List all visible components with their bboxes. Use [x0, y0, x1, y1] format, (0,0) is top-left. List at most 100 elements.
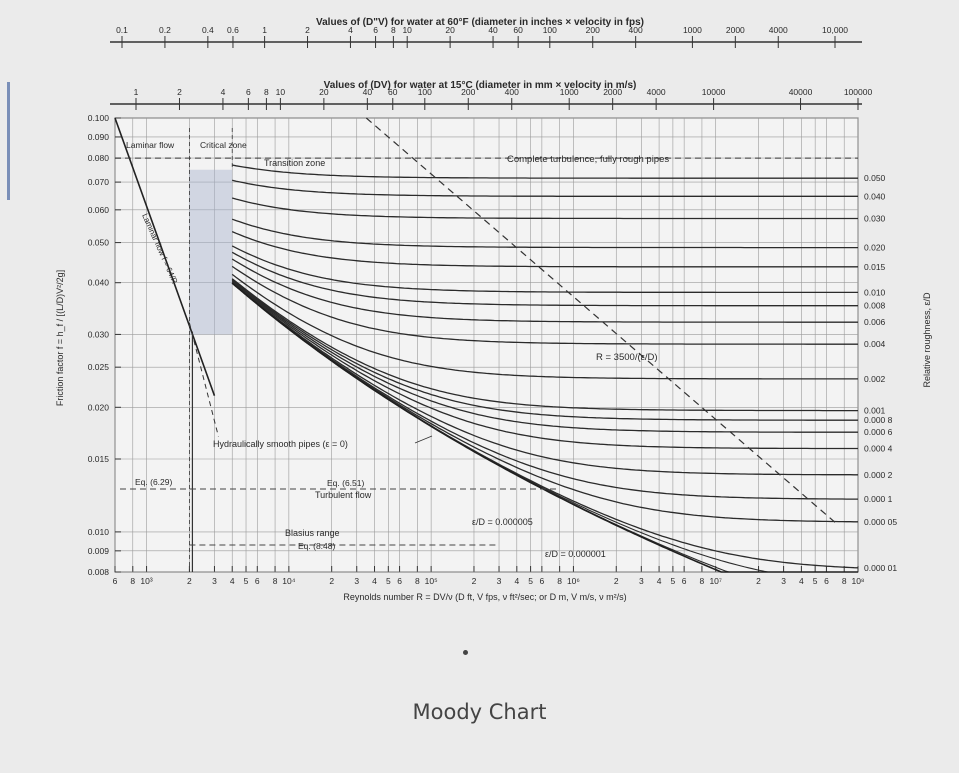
x-tick-label: 10⁴ — [282, 576, 295, 586]
top-axis-1-tick-label: 100 — [543, 25, 557, 35]
chart-grid: 6 8 10³ 2 3 4 5 6 8 10⁴ 2 3 4 5 6 8 10⁵ 2 3 4 5 6 8 10⁶ 2 3 4 5 6 8 10… — [88, 113, 865, 586]
x-tick-label: 6 — [824, 576, 829, 586]
extra-curve-label-2: ε/D = 0.000001 — [545, 549, 606, 559]
top-axis-1-tick-label: 0.1 — [116, 25, 128, 35]
top-axis-1-tick-label: 200 — [586, 25, 600, 35]
x-tick-label: 10⁵ — [425, 576, 438, 586]
top-axis-2-tick-label: 6 — [246, 87, 251, 97]
roughness-curve — [231, 281, 858, 476]
roughness-label: 0.015 — [864, 262, 886, 272]
y-tick-label: 0.050 — [88, 238, 110, 248]
x-tick-label: 2 — [756, 576, 761, 586]
roughness-curve — [231, 273, 858, 380]
left-accent-bar — [7, 82, 10, 200]
y-tick-label: 0.020 — [88, 402, 110, 412]
top-axis-1-tick-label: 1 — [262, 25, 267, 35]
roughness-curve — [231, 278, 858, 412]
eq629-label: Eq. (6.29) — [135, 477, 172, 487]
x-tick-label: 3 — [781, 576, 786, 586]
y-tick-label: 0.030 — [88, 329, 110, 339]
x-tick-label: 8 — [273, 576, 278, 586]
x-tick-label: 4 — [799, 576, 804, 586]
top-axis-2-tick-label: 20 — [319, 87, 329, 97]
top-axis-1-tick-label: 20 — [445, 25, 455, 35]
top-axis-1-tick-label: 1000 — [683, 25, 702, 35]
top-axis-1-tick-label: 4000 — [769, 25, 788, 35]
y-tick-label: 0.090 — [88, 132, 110, 142]
roughness-label: 0.000 8 — [864, 415, 893, 425]
roughness-label: 0.030 — [864, 213, 886, 223]
roughness-label: 0.002 — [864, 374, 886, 384]
top-axes: Values of (D"V) for water at 60°F (diame… — [110, 17, 872, 110]
chart-caption: Moody Chart — [412, 700, 547, 724]
top-axis-2-tick-label: 8 — [264, 87, 269, 97]
top-axis-1-tick-label: 40 — [488, 25, 498, 35]
y-tick-label: 0.025 — [88, 362, 110, 372]
x-tick-label: 10⁷ — [709, 576, 722, 586]
top-axis-1-tick-label: 8 — [391, 25, 396, 35]
top-axis-2-tick-label: 60 — [388, 87, 398, 97]
zone-transition-label: Transition zone — [264, 158, 325, 168]
top-axis-2-label: Values of (DV) for water at 15°C (diamet… — [324, 80, 637, 91]
x-tick-label: 4 — [372, 576, 377, 586]
top-axis-2-tick-label: 40000 — [789, 87, 813, 97]
top-axis-2-tick-label: 10 — [276, 87, 286, 97]
top-axis-2-tick-label: 2000 — [603, 87, 622, 97]
eq648-label: Eq. (8.48) — [298, 541, 335, 551]
x-tick-label: 5 — [671, 576, 676, 586]
x-axis-label: Reynolds number R = DV/ν (D ft, V fps, ν… — [343, 592, 626, 602]
x-tick-label: 6 — [113, 576, 118, 586]
top-axis-2-tick-label: 1000 — [560, 87, 579, 97]
top-axis-1-tick-label: 6 — [373, 25, 378, 35]
x-tick-label: 4 — [514, 576, 519, 586]
roughness-label: 0.000 2 — [864, 470, 893, 480]
roughness-curve — [231, 245, 858, 294]
y-axis-label: Friction factor f = h_f / [(L/D)V²/2g] — [55, 270, 65, 406]
top-axis-2-tick-label: 100 — [418, 87, 432, 97]
y-tick-label: 0.010 — [88, 527, 110, 537]
x-tick-label: 3 — [639, 576, 644, 586]
top-axis-2-tick-label: 10000 — [702, 87, 726, 97]
top-axis-2-tick-label: 400 — [505, 87, 519, 97]
plot-frame — [114, 117, 859, 573]
top-axis-1-tick-label: 2000 — [726, 25, 745, 35]
top-axis-1-tick-label: 0.6 — [227, 25, 239, 35]
roughness-label: 0.050 — [864, 173, 886, 183]
roughness-curve — [231, 265, 858, 345]
laminar-extension-dash — [188, 322, 219, 437]
smooth-pipe-curve — [231, 282, 858, 573]
roughness-curve — [231, 280, 858, 450]
chart-curves: 0.050 0.040 0.030 0.020 0.015 0.010 0.008 0.006… — [114, 117, 897, 573]
top-axis-2-tick-label: 40 — [363, 87, 373, 97]
x-tick-label: 6 — [397, 576, 402, 586]
roughness-label: 0.000 05 — [864, 517, 897, 527]
top-axis-1-tick-label: 10,000 — [822, 25, 848, 35]
x-tick-label: 5 — [813, 576, 818, 586]
roughness-curve — [231, 282, 858, 500]
roughness-label: 0.008 — [864, 301, 886, 311]
critical-zone-shading — [189, 169, 233, 335]
roughness-label: 0.020 — [864, 243, 886, 253]
roughness-curve — [232, 197, 858, 220]
y-tick-label: 0.008 — [88, 567, 110, 577]
y-tick-label: 0.100 — [88, 113, 110, 123]
top-axis-1-tick-label: 10 — [402, 25, 412, 35]
top-axis-2-tick-label: 2 — [177, 87, 182, 97]
roughness-curve — [231, 218, 858, 249]
roughness-curve — [231, 251, 858, 307]
top-axis-1-tick-label: 0.2 — [159, 25, 171, 35]
x-tick-label: 5 — [386, 576, 391, 586]
top-axis-1-tick-label: 400 — [629, 25, 643, 35]
y-tick-label: 0.070 — [88, 177, 110, 187]
x-tick-label: 8 — [130, 576, 135, 586]
top-axis-1-tick-label: 4 — [348, 25, 353, 35]
boundary-label: R = 3500/(ε/D) — [596, 352, 658, 363]
x-tick-label: 5 — [244, 576, 249, 586]
x-tick-label: 8 — [700, 576, 705, 586]
x-tick-label: 8 — [557, 576, 562, 586]
roughness-label: 0.006 — [864, 317, 886, 327]
x-tick-label: 2 — [472, 576, 477, 586]
roughness-curve — [231, 278, 858, 421]
top-axis-1-label: Values of (D"V) for water at 60°F (diame… — [316, 17, 644, 28]
roughness-curve — [232, 179, 858, 197]
